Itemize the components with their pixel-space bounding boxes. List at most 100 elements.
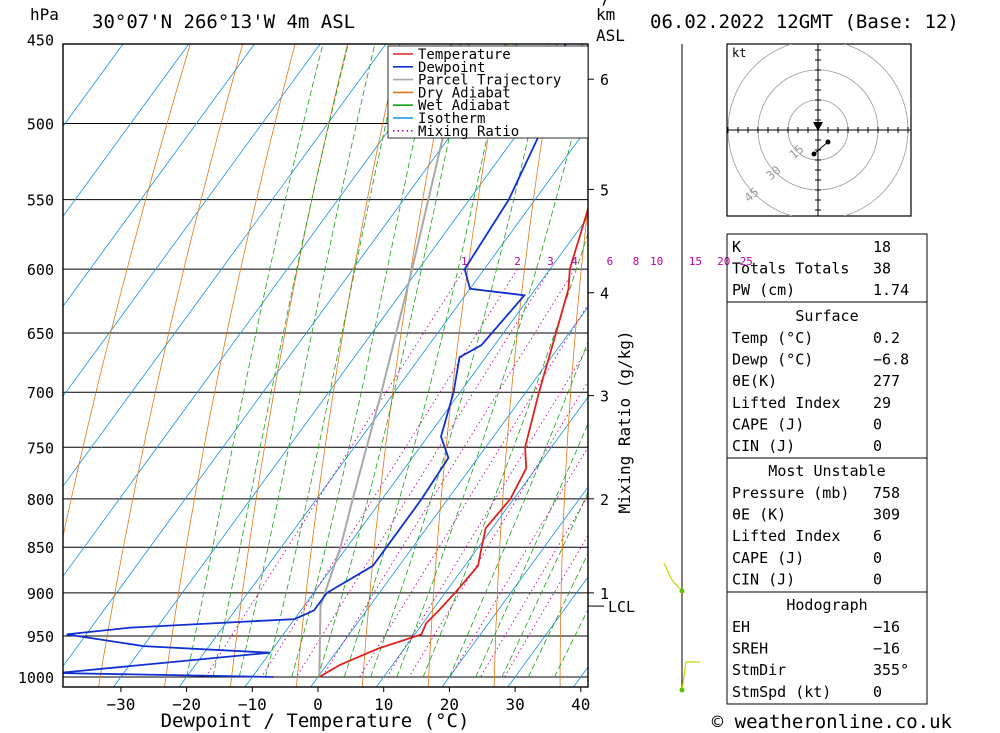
surface-row-3-label: Lifted Index: [732, 394, 840, 412]
mixing-ratio-line-3: [296, 268, 551, 678]
km-unit-label: km: [596, 5, 615, 24]
surface-row-5-value: 0: [873, 437, 882, 455]
temperature-line: [318, 206, 588, 678]
mixing-ratio-label-4: 4: [571, 255, 578, 268]
surface-row-2-value: 277: [873, 372, 900, 390]
most-unstable-row-0-value: 758: [873, 484, 900, 502]
pressure-label-500: 500: [27, 116, 54, 134]
wet-adiabat--8: [265, 44, 405, 678]
x-tick-label--30: −30: [106, 695, 135, 714]
x-tick-label-20: 20: [440, 695, 459, 714]
pressure-label-600: 600: [27, 261, 54, 279]
general-row-2-label: PW (cm): [732, 281, 795, 299]
temperature-tick-labels: −30 −20 −10 0 10 20 30 40: [106, 687, 590, 714]
most-unstable-row-0-label: Pressure (mb): [732, 484, 849, 502]
wet-adiabat-12: [396, 71, 588, 678]
dewpoint-line: [63, 44, 567, 678]
most-unstable-title: Most Unstable: [768, 462, 885, 480]
mixing-ratio-label-3: 3: [547, 255, 554, 268]
wet-adiabat-4: [343, 44, 508, 678]
pressure-label-850: 850: [27, 539, 54, 557]
isotherm--60: [63, 44, 387, 487]
hodograph-point-end: [825, 139, 831, 145]
isotherm--130: [0, 0, 272, 724]
isotherm-20: [441, 486, 588, 687]
general-row-0-label: K: [732, 238, 741, 256]
pressure-label-800: 800: [27, 491, 54, 509]
surface-row-2-label: θE(K): [732, 372, 777, 390]
most-unstable-row-1-value: 309: [873, 506, 900, 524]
dry-adiabat-370: [921, 0, 967, 724]
wet-adiabat-8: [370, 44, 550, 678]
km-tick-label-2: 2: [600, 491, 609, 509]
pressure-label-750: 750: [27, 439, 54, 457]
general-row-1-value: 38: [873, 260, 891, 278]
wet-adiabat--16: [212, 44, 349, 678]
legend-box: [387, 45, 589, 139]
isotherm--50: [63, 44, 453, 577]
isotherm--30: [113, 44, 584, 687]
legend-label-5: Isotherm: [418, 111, 485, 127]
x-tick-label-0: 0: [313, 695, 323, 714]
dry-adiabat-240: [98, 44, 244, 687]
surface-title: Surface: [795, 307, 858, 325]
km-tick-label-6: 6: [600, 71, 609, 89]
legend-label-4: Wet Adiabat: [418, 98, 511, 114]
x-tick-label-30: 30: [505, 695, 524, 714]
pressure-label-950: 950: [27, 628, 54, 646]
plot-frame: [62, 43, 589, 688]
x-tick-label--20: −20: [172, 695, 201, 714]
legend-label-1: Dewpoint: [418, 60, 485, 76]
surface-row-0-label: Temp (°C): [732, 329, 813, 347]
dry-adiabat-230: [63, 44, 191, 539]
pressure-unit-label: hPa: [30, 5, 59, 24]
datetime-title: 06.02.2022 12GMT (Base: 12): [650, 11, 959, 33]
isotherm--80: [63, 44, 255, 307]
mixing-ratio-axis-label: Mixing Ratio (g/kg): [615, 330, 634, 513]
isotherm--70: [63, 44, 321, 397]
km-tick-label-5: 5: [600, 181, 609, 199]
isotherm--40: [63, 44, 518, 667]
surface-row-4-value: 0: [873, 415, 882, 433]
surface-row-1-value: −6.8: [873, 351, 909, 369]
most-unstable-row-2-label: Lifted Index: [732, 527, 840, 545]
general-row-0-value: 18: [873, 238, 891, 256]
surface-row-4-label: CAPE (J): [732, 415, 804, 433]
profiles: [63, 44, 588, 678]
wind-barb-dot-upper: [679, 588, 685, 594]
dry-adiabat-300: [493, 44, 558, 687]
wind-barb-upper: [663, 562, 683, 592]
mixing-ratio-line-25: [504, 534, 588, 678]
hodograph: 15 30 45 kt: [726, 43, 912, 217]
dry-adiabat-250: [164, 44, 296, 687]
wet-adiabat--4: [291, 44, 436, 678]
km-tick-label-1: 1: [600, 585, 609, 603]
hodograph-row-1-label: SREH: [732, 640, 768, 658]
mixing-ratio-line-4: [321, 268, 575, 678]
hodograph-row-2-value: 355°: [873, 661, 909, 679]
mixing-ratio-line-6: [359, 303, 588, 678]
surface-row-1-label: Dewp (°C): [732, 351, 813, 369]
mixing-ratio-line-2: [261, 268, 518, 678]
dry-adiabat-310: [559, 203, 588, 687]
legend-label-3: Dry Adiabat: [418, 85, 511, 101]
indices-tables: K 18 Totals Totals 38 PW (cm) 1.74 Surface Temp…: [726, 233, 928, 705]
pressure-label-450: 450: [27, 31, 54, 49]
most-unstable-row-4-value: 0: [873, 570, 882, 588]
surface-row-5-label: CIN (J): [732, 437, 795, 455]
x-tick-label--10: −10: [238, 695, 267, 714]
mixing-ratio-line-15: [449, 446, 588, 678]
isotherm-0: [310, 306, 588, 687]
wind-profile: [663, 44, 700, 693]
hodograph-table: [726, 591, 928, 705]
most-unstable-row-2-value: 6: [873, 527, 882, 545]
lcl-label: LCL: [608, 598, 635, 616]
hodograph-row-1-value: −16: [873, 640, 900, 658]
mixing-ratio-label-2: 2: [514, 255, 521, 268]
storm-motion-marker-icon: [813, 122, 823, 131]
mixing-ratio-label-25: 25: [740, 255, 753, 268]
general-row-2-value: 1.74: [873, 281, 909, 299]
